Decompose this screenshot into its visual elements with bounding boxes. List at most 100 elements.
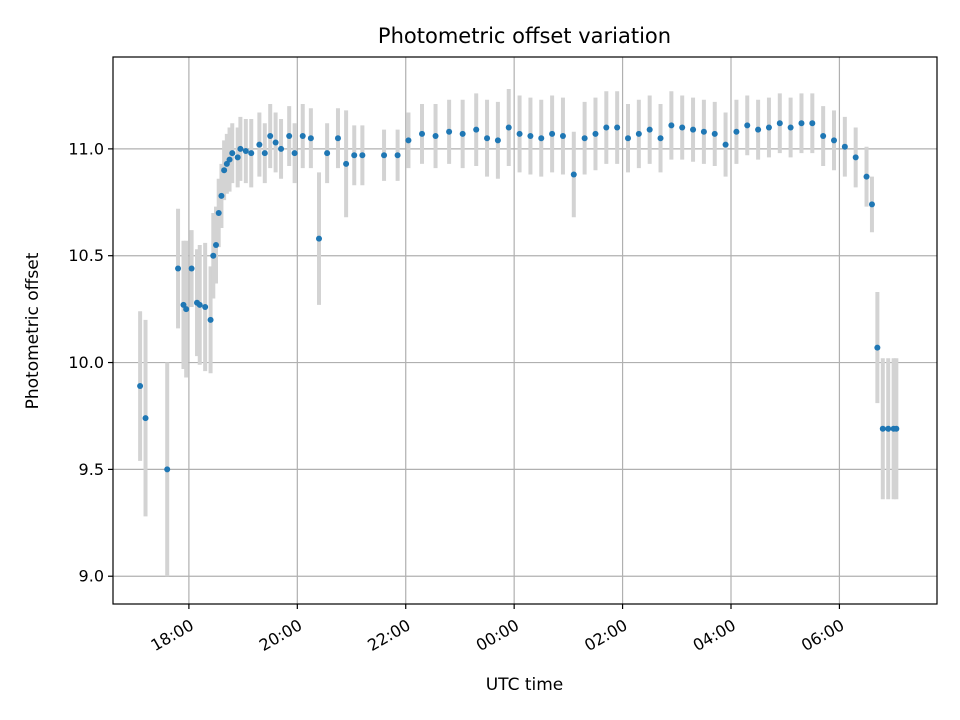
- data-point: [210, 252, 217, 259]
- data-point: [213, 242, 219, 249]
- data-point: [841, 143, 848, 150]
- data-point: [581, 135, 588, 142]
- x-tick-label: 22:00: [364, 615, 413, 655]
- data-point: [893, 425, 900, 432]
- data-point: [175, 265, 182, 272]
- data-point: [863, 173, 870, 180]
- y-tick-label: 11.0: [68, 139, 104, 158]
- data-point: [527, 133, 534, 140]
- data-point: [221, 167, 228, 174]
- data-point: [188, 265, 195, 272]
- data-point: [286, 133, 293, 140]
- x-axis-label: UTC time: [486, 675, 564, 695]
- data-point: [852, 154, 859, 161]
- y-axis-label: Photometric offset: [23, 252, 43, 409]
- data-point: [316, 235, 322, 242]
- data-point: [646, 126, 653, 133]
- data-point: [494, 137, 501, 144]
- data-point: [272, 139, 279, 146]
- data-point: [505, 124, 512, 131]
- data-point: [592, 130, 599, 137]
- data-point: [711, 130, 718, 137]
- data-point: [868, 201, 875, 208]
- data-point: [700, 128, 707, 135]
- data-point: [516, 130, 523, 137]
- data-point: [137, 383, 144, 390]
- data-point: [446, 128, 453, 135]
- data-point: [538, 135, 545, 142]
- data-point: [324, 150, 331, 157]
- data-point: [351, 152, 358, 159]
- data-point: [229, 150, 236, 157]
- data-point: [787, 124, 794, 131]
- x-tick-label: 06:00: [798, 615, 847, 655]
- x-tick-label: 18:00: [147, 615, 196, 655]
- data-point: [256, 141, 263, 148]
- data-point: [668, 122, 675, 129]
- data-point: [267, 133, 274, 140]
- data-point: [549, 130, 556, 137]
- error-bars: [138, 89, 899, 577]
- data-point: [196, 301, 203, 308]
- data-point: [234, 154, 241, 161]
- data-point: [142, 415, 149, 422]
- data-point: [215, 209, 222, 216]
- data-point: [798, 120, 805, 127]
- data-point: [722, 141, 729, 148]
- data-point: [690, 126, 697, 133]
- data-point: [291, 150, 298, 157]
- data-point: [226, 156, 233, 163]
- chart-title: Photometric offset variation: [378, 24, 671, 48]
- data-point: [223, 160, 230, 167]
- data-point: [207, 316, 214, 323]
- data-point: [744, 122, 751, 129]
- data-point: [419, 130, 425, 137]
- data-point: [809, 120, 816, 127]
- y-tick-label: 9.0: [79, 567, 104, 586]
- x-tick-label: 02:00: [581, 615, 630, 655]
- data-point: [432, 133, 439, 140]
- data-point: [820, 133, 827, 140]
- data-point: [334, 135, 341, 142]
- data-point: [559, 133, 566, 140]
- data-point: [657, 135, 664, 142]
- data-point: [307, 135, 314, 142]
- data-point: [218, 192, 225, 199]
- data-point: [202, 303, 209, 310]
- data-point: [614, 124, 621, 131]
- data-point: [473, 126, 480, 133]
- data-point: [635, 130, 642, 137]
- data-point: [343, 160, 350, 167]
- data-point: [381, 152, 388, 159]
- data-point: [359, 152, 366, 159]
- data-point: [242, 148, 249, 155]
- data-point: [484, 135, 491, 142]
- y-tick-label: 9.5: [79, 460, 104, 479]
- data-point: [679, 124, 686, 131]
- plot-frame: [112, 56, 938, 605]
- data-point: [625, 135, 631, 142]
- x-tick-label: 00:00: [473, 615, 522, 655]
- data-point: [394, 152, 401, 159]
- data-point: [278, 145, 285, 152]
- data-point: [180, 301, 187, 308]
- data-points: [137, 120, 900, 473]
- data-point: [603, 124, 610, 131]
- data-point: [776, 120, 783, 127]
- data-point: [405, 137, 412, 144]
- data-point: [299, 133, 306, 140]
- data-point: [183, 306, 190, 313]
- data-point: [459, 130, 466, 137]
- y-tick-label: 10.0: [68, 353, 104, 372]
- data-point: [164, 466, 171, 473]
- data-point: [733, 128, 740, 135]
- data-point: [885, 425, 892, 432]
- data-point: [879, 425, 886, 432]
- data-point: [261, 150, 268, 157]
- data-point: [570, 171, 577, 178]
- data-point: [831, 137, 837, 144]
- x-tick-label: 04:00: [690, 615, 739, 655]
- data-point: [248, 150, 255, 157]
- data-point: [237, 145, 244, 152]
